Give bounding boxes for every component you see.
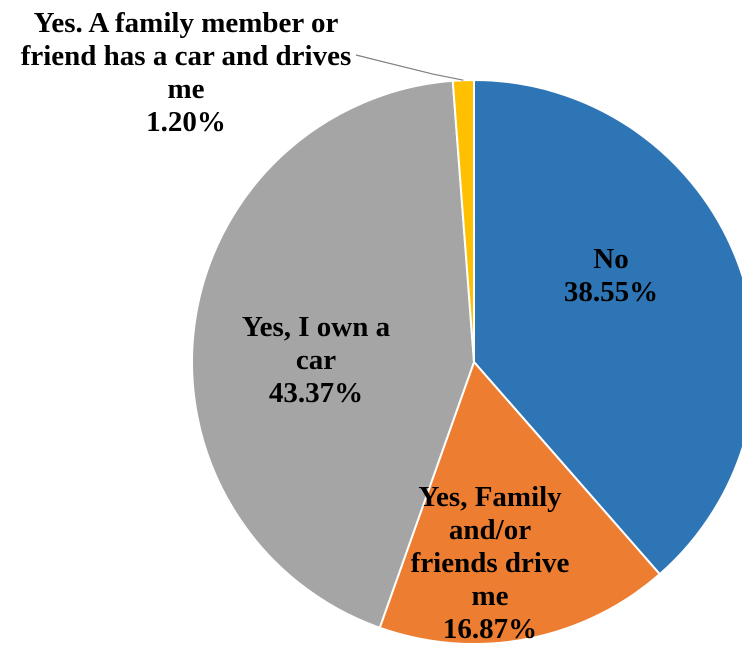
slice-label-line: Yes. A family member or bbox=[34, 7, 339, 39]
slice-label-line: 38.55% bbox=[564, 276, 658, 308]
leader-line bbox=[355, 54, 464, 81]
slice-label-no: No 38.55% bbox=[564, 243, 658, 308]
pie-slice-no bbox=[473, 78, 742, 576]
slice-label-line: 1.20% bbox=[146, 106, 226, 138]
pie-slices bbox=[191, 78, 742, 645]
leader-lines bbox=[355, 54, 464, 81]
pie-slice-yes-i-own-a-car bbox=[191, 79, 476, 630]
slice-label-line: Yes, I own a bbox=[242, 311, 391, 343]
slice-label-line: 43.37% bbox=[269, 377, 363, 409]
slice-label-line: me bbox=[471, 580, 508, 612]
slice-label-yes-i-own-a-car: Yes, I own a car 43.37% bbox=[242, 311, 391, 409]
slice-label-line: Yes, Family bbox=[418, 481, 562, 513]
slice-label-yes-family-and-or-friends-drive-me: Yes, Family and/or friends drive me 16.87% bbox=[411, 481, 570, 645]
slice-labels: No 38.55%Yes, Family and/or friends drive me… bbox=[21, 7, 658, 645]
slice-label-yes-a-family-member-or-friend-has-a-car-: Yes. A family member or friend has a car … bbox=[21, 7, 352, 138]
slice-label-line: me bbox=[167, 73, 204, 105]
slice-label-line: No bbox=[593, 243, 628, 275]
slice-label-line: and/or bbox=[449, 514, 531, 546]
slice-label-line: car bbox=[296, 344, 336, 376]
slice-label-line: friends drive bbox=[411, 547, 570, 579]
slice-label-line: friend has a car and drives bbox=[21, 40, 352, 72]
slice-label-line: 16.87% bbox=[443, 613, 537, 645]
